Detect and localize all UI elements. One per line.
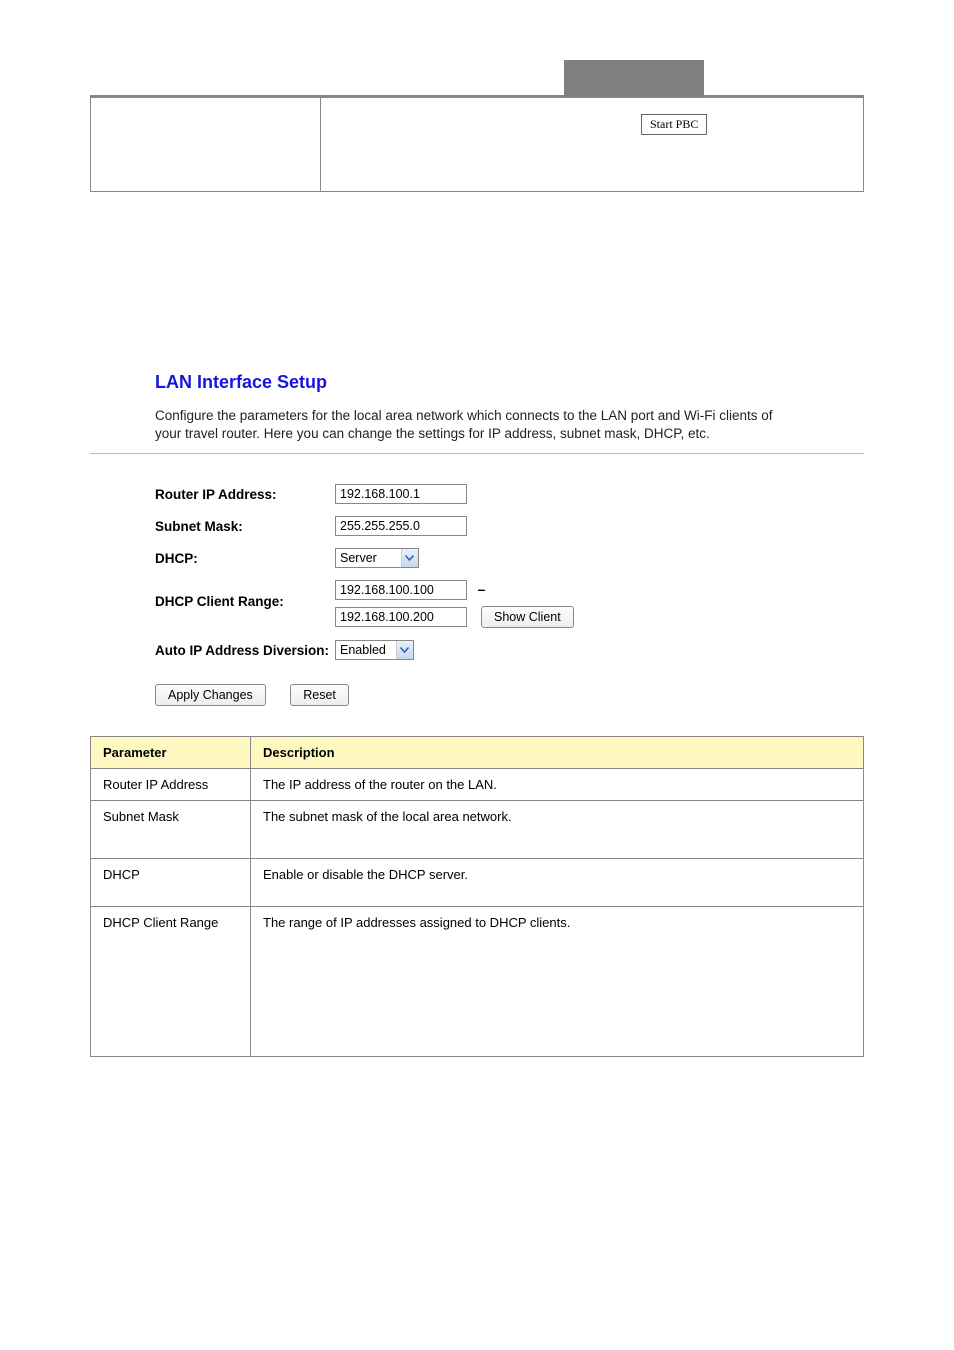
label-auto-ip-diversion: Auto IP Address Diversion: <box>155 640 335 658</box>
table-cell-desc: Enable or disable the DHCP server. <box>251 859 864 907</box>
select-dhcp[interactable]: Server <box>335 548 419 568</box>
table-cell-param: Subnet Mask <box>91 801 251 859</box>
apply-changes-button[interactable]: Apply Changes <box>155 684 266 706</box>
header-grey-tab <box>564 60 704 97</box>
select-auto-ip-value: Enabled <box>336 643 396 657</box>
pbc-table: Start PBC <box>90 97 864 192</box>
range-dash: – <box>477 581 485 597</box>
table-row: DHCP Client Range The range of IP addres… <box>91 907 864 1057</box>
label-router-ip: Router IP Address: <box>155 484 335 502</box>
start-pbc-button[interactable]: Start PBC <box>641 114 707 135</box>
table-cell-desc: The subnet mask of the local area networ… <box>251 801 864 859</box>
table-cell-desc: The range of IP addresses assigned to DH… <box>251 907 864 1057</box>
table-cell-param: Router IP Address <box>91 769 251 801</box>
row-auto-ip-diversion: Auto IP Address Diversion: Enabled <box>155 640 864 660</box>
table-header-parameter: Parameter <box>91 737 251 769</box>
pbc-cell-left <box>91 98 321 192</box>
form-buttons-row: Apply Changes Reset <box>90 684 864 706</box>
show-client-button[interactable]: Show Client <box>481 606 574 628</box>
label-dhcp-range: DHCP Client Range: <box>155 580 335 609</box>
lan-setup-heading: LAN Interface Setup <box>90 372 864 393</box>
input-dhcp-range-end[interactable] <box>335 607 467 627</box>
table-cell-param: DHCP <box>91 859 251 907</box>
table-row: Router IP Address The IP address of the … <box>91 769 864 801</box>
row-subnet-mask: Subnet Mask: <box>155 516 864 536</box>
table-row: Subnet Mask The subnet mask of the local… <box>91 801 864 859</box>
chevron-down-icon <box>401 549 418 567</box>
row-dhcp-range: DHCP Client Range: – Show Client <box>155 580 864 628</box>
pbc-cell-right: Start PBC <box>321 98 864 192</box>
table-cell-desc: The IP address of the router on the LAN. <box>251 769 864 801</box>
row-router-ip: Router IP Address: <box>155 484 864 504</box>
table-cell-param: DHCP Client Range <box>91 907 251 1057</box>
parameter-description-table: Parameter Description Router IP Address … <box>90 736 864 1057</box>
header-rule <box>90 95 864 97</box>
input-subnet-mask[interactable] <box>335 516 467 536</box>
table-header-description: Description <box>251 737 864 769</box>
select-auto-ip-diversion[interactable]: Enabled <box>335 640 414 660</box>
chevron-down-icon <box>396 641 413 659</box>
page-container: Start PBC LAN Interface Setup Configure … <box>0 0 954 1097</box>
reset-button[interactable]: Reset <box>290 684 349 706</box>
row-dhcp: DHCP: Server <box>155 548 864 568</box>
select-dhcp-value: Server <box>336 551 401 565</box>
label-subnet-mask: Subnet Mask: <box>155 516 335 534</box>
label-dhcp: DHCP: <box>155 548 335 566</box>
input-router-ip[interactable] <box>335 484 467 504</box>
lan-setup-description: Configure the parameters for the local a… <box>90 407 864 454</box>
lan-setup-form: Router IP Address: Subnet Mask: DHCP: Se… <box>90 484 864 660</box>
table-row: DHCP Enable or disable the DHCP server. <box>91 859 864 907</box>
input-dhcp-range-start[interactable] <box>335 580 467 600</box>
